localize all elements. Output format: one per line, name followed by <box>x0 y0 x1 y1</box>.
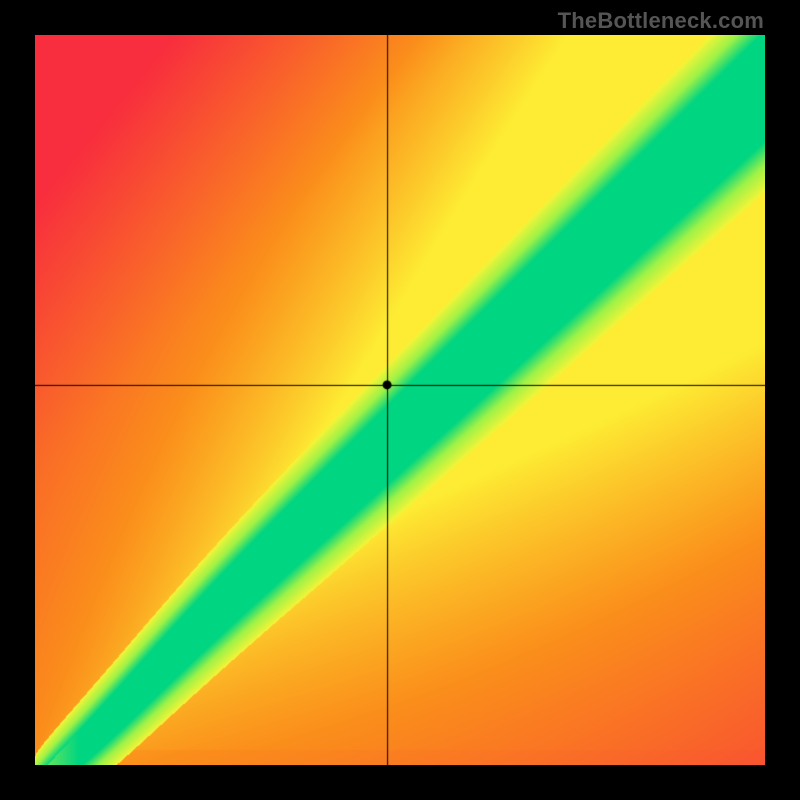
watermark-text: TheBottleneck.com <box>558 8 764 34</box>
heatmap-plot <box>35 35 765 765</box>
chart-container: TheBottleneck.com <box>0 0 800 800</box>
heatmap-canvas <box>35 35 765 765</box>
